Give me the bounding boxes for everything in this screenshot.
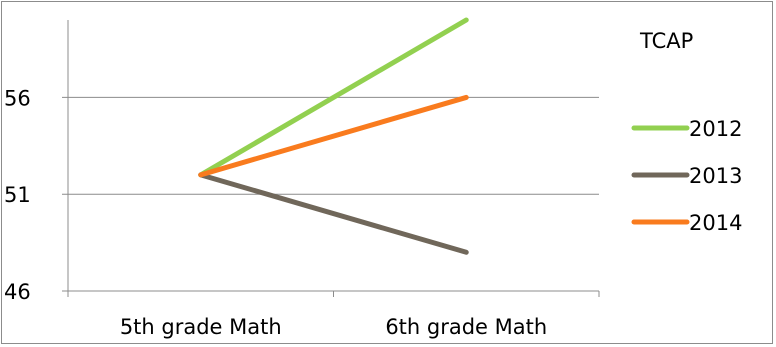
legend-title: TCAP [639, 29, 693, 53]
legend-label-2014: 2014 [689, 211, 742, 235]
series-line-2014 [198, 94, 469, 178]
axes [67, 20, 599, 292]
x-tick-label: 6th grade Math [385, 315, 547, 339]
series-lines [198, 17, 469, 255]
series-line-2013 [198, 172, 469, 255]
series-line-2012 [198, 17, 469, 178]
legend-label-2012: 2012 [689, 117, 742, 141]
gridlines [62, 96, 600, 297]
y-tick-label: 56 [4, 86, 31, 110]
y-tick-label: 46 [4, 280, 31, 304]
y-tick-label: 51 [4, 183, 31, 207]
y-tick-labels: 46 51 56 [4, 86, 31, 304]
x-tick-labels: 5th grade Math 6th grade Math [120, 315, 547, 339]
legend-label-2013: 2013 [689, 164, 742, 188]
legend: TCAP 2012 2013 2014 [631, 29, 742, 235]
x-tick-label: 5th grade Math [120, 315, 282, 339]
